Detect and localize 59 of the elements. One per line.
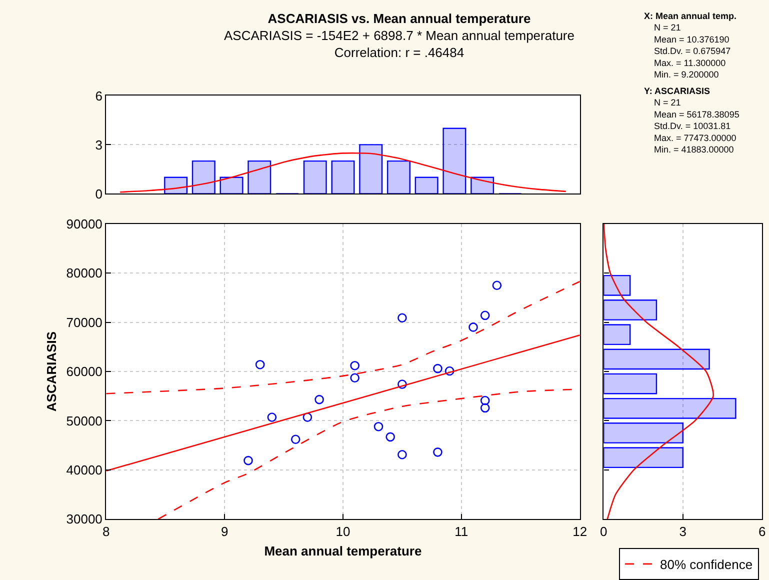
line-series <box>119 152 567 193</box>
x-tick-label: 0 <box>600 524 608 539</box>
y-tick-label: 70000 <box>66 314 102 330</box>
x-tick-label: 8 <box>102 524 110 539</box>
bar <box>442 128 466 194</box>
x-tick-label: 3 <box>679 524 686 539</box>
x-tick-label: 9 <box>220 524 228 539</box>
text: Y: ASCARIASIS N = 21 Mean = 56178.38095 Std.Dv. = 10031.81 Max. = 77473.00000 Min. = 41883.00000 <box>644 86 740 154</box>
point <box>244 456 253 466</box>
point <box>398 380 407 389</box>
bar <box>470 176 494 194</box>
point <box>290 434 300 444</box>
y-tick-label: 30000 <box>66 512 102 527</box>
y-axis-title: ASCARIASIS <box>44 331 60 412</box>
bar <box>248 160 272 194</box>
x-tick-label: 11 <box>454 524 468 539</box>
y-tick-label: 50000 <box>66 413 102 428</box>
point <box>433 448 442 457</box>
x-tick-label: 6 <box>758 524 766 539</box>
point <box>350 360 360 370</box>
y-tick-label: 40000 <box>66 462 102 478</box>
y-tick-label: 3 <box>95 137 102 152</box>
bar <box>164 176 188 194</box>
point <box>398 450 407 460</box>
y-tick-label: 60000 <box>66 364 102 380</box>
point <box>444 366 454 376</box>
bar <box>414 176 438 194</box>
y-tick-label: 90000 <box>66 216 102 232</box>
point <box>480 310 490 320</box>
point <box>480 403 490 413</box>
bar <box>331 160 355 194</box>
point <box>398 313 407 323</box>
bar <box>303 160 327 194</box>
chart-title: ASCARIASIS vs. Mean annual temperature <box>268 11 531 26</box>
point <box>314 394 324 404</box>
x-axis-title: Mean annual temperature <box>264 543 422 558</box>
point <box>468 322 478 332</box>
line-series <box>106 280 580 394</box>
point <box>350 373 360 383</box>
chart-subtitle: ASCARIASIS = -154E2 + 6898.7 * Mean annual temperature Correlation: r = .46484 <box>224 28 574 60</box>
point <box>386 432 395 442</box>
point <box>480 396 490 406</box>
bar <box>192 160 216 194</box>
y-tick-label: 80000 <box>66 266 102 281</box>
point <box>255 360 265 370</box>
point <box>267 412 277 422</box>
x-tick-label: 12 <box>572 524 588 539</box>
point <box>433 364 442 374</box>
point <box>374 422 384 432</box>
bar <box>386 160 410 194</box>
bar <box>359 144 383 194</box>
text: X: Mean annual temp. N = 21 Mean = 10.376190 Std.Dv. = 0.675947 Max. = 11.300000 Min. = 9.200000 <box>644 11 737 80</box>
point <box>492 280 502 290</box>
y-tick-label: 0 <box>95 186 102 202</box>
legend-label: 80% confidence <box>660 557 753 572</box>
y-tick-label: 6 <box>95 88 102 104</box>
point <box>302 412 312 422</box>
x-tick-label: 10 <box>336 524 350 539</box>
bar <box>220 176 244 194</box>
